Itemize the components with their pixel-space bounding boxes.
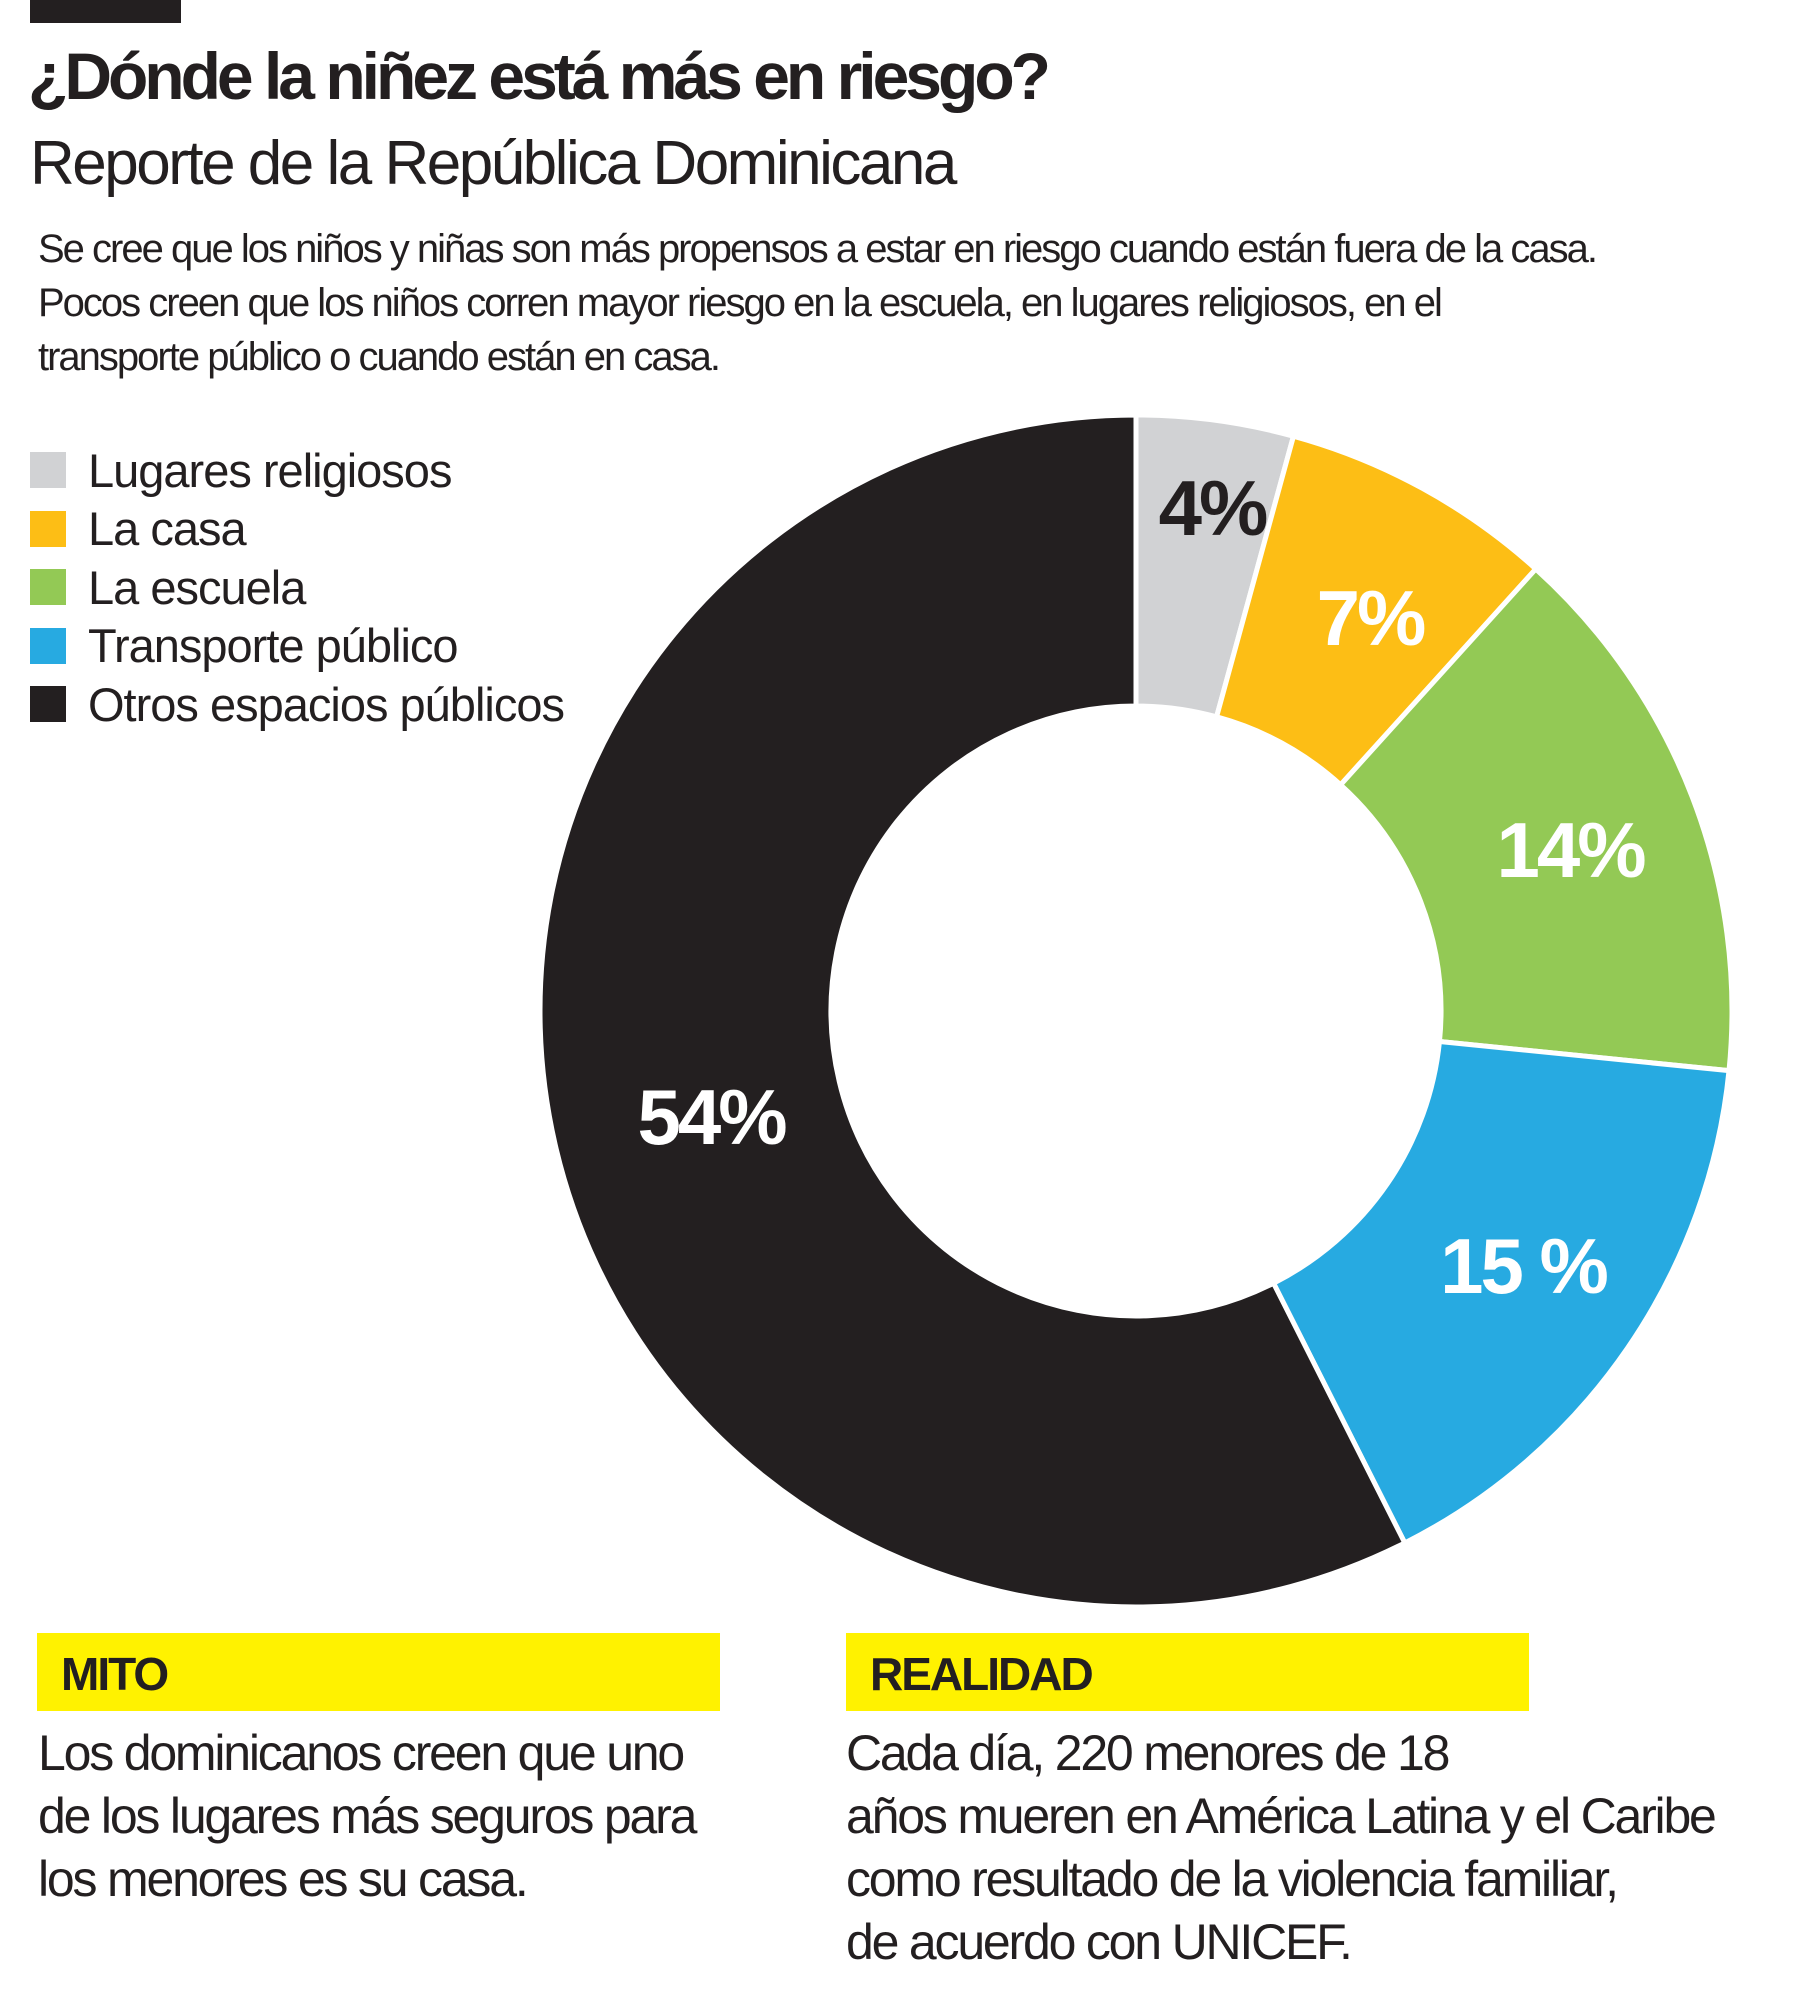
donut-slice-la-escuela (1337, 565, 1735, 1074)
data-label: 15 % (1440, 1222, 1607, 1310)
donut-chart: 4% 7% 14% 15 % 54% (537, 412, 1735, 1610)
legend-swatch (30, 510, 66, 547)
realidad-line: años mueren en América Latina y el Carib… (846, 1788, 1717, 1844)
legend-swatch (30, 627, 66, 664)
legend-swatch (30, 569, 66, 605)
legend-label: Transporte público (88, 619, 459, 672)
legend-item: La escuela (30, 561, 306, 614)
data-label: 7% (1317, 574, 1425, 662)
realidad-heading: REALIDAD (870, 1648, 1094, 1700)
mito-heading-box: MITO (37, 1633, 720, 1711)
legend-item: Transporte público (30, 619, 459, 672)
realidad-text: Cada día, 220 menores de 18 años mueren … (846, 1722, 1717, 1974)
mito-line: los menores es su casa. (38, 1851, 529, 1907)
legend-swatch (30, 686, 66, 722)
donut-slice-otros-espacios-p-blicos (537, 412, 1409, 1610)
data-label: 4% (1159, 464, 1267, 552)
intro-line: Pocos creen que los niños corren mayor r… (38, 281, 1443, 325)
realidad-line: Cada día, 220 menores de 18 (846, 1725, 1450, 1781)
intro-line: transporte público o cuando están en cas… (38, 335, 721, 379)
intro-text: Se cree que los niños y niñas son más pr… (38, 222, 1758, 384)
realidad-line: de acuerdo con UNICEF. (846, 1914, 1353, 1970)
legend-item: Lugares religiosos (30, 444, 452, 497)
legend-swatch (30, 452, 66, 488)
intro-line: Se cree que los niños y niñas son más pr… (38, 227, 1598, 271)
legend-label: La escuela (88, 560, 306, 614)
legend-item: La casa (30, 502, 247, 555)
top-accent-bar (30, 0, 181, 23)
legend-label: Otros espacios públicos (88, 677, 565, 731)
page-subtitle: Reporte de la República Dominicana (30, 129, 957, 198)
donut-slice-transporte-p-blico (1270, 1038, 1732, 1547)
legend-label: Lugares religiosos (88, 443, 452, 497)
mito-heading: MITO (61, 1648, 169, 1700)
mito-text: Los dominicanos creen que uno de los lug… (38, 1722, 697, 1911)
data-label: 54% (637, 1073, 786, 1161)
mito-line: Los dominicanos creen que uno (38, 1725, 685, 1781)
mito-line: de los lugares más seguros para (38, 1788, 697, 1844)
legend-label: La casa (88, 502, 247, 555)
legend-item: Otros espacios públicos (30, 678, 565, 731)
data-label: 14% (1496, 806, 1645, 894)
realidad-line: como resultado de la violencia familiar, (846, 1851, 1619, 1907)
page-title: ¿Dónde la niñez está más en riesgo? (28, 39, 1051, 113)
realidad-heading-box: REALIDAD (846, 1633, 1529, 1711)
